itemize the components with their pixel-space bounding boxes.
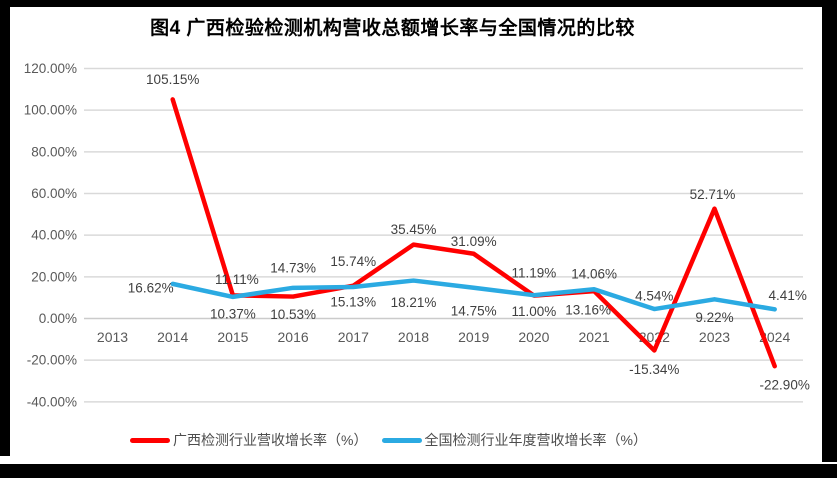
data-label-guangxi-2017: 15.74% bbox=[330, 254, 376, 269]
x-axis-tick-label: 2015 bbox=[217, 329, 248, 345]
data-label-guangxi-2024: -22.90% bbox=[760, 378, 810, 393]
frame-border-right bbox=[822, 0, 837, 462]
x-axis-tick-label: 2019 bbox=[458, 329, 489, 345]
y-axis-tick-label: 20.00% bbox=[31, 269, 77, 284]
data-label-national-2021: 14.06% bbox=[571, 267, 617, 282]
frame-border-bottom bbox=[0, 464, 837, 478]
legend-line-swatch-national bbox=[381, 437, 422, 443]
y-axis-tick-label: 60.00% bbox=[31, 186, 77, 201]
frame-border-left bbox=[0, 0, 10, 456]
data-label-national-2014: 16.62% bbox=[128, 280, 174, 295]
data-label-guangxi-2020: 11.00% bbox=[512, 304, 557, 319]
legend-label-guangxi: 广西检测行业营收增长率（%） bbox=[173, 432, 368, 448]
legend-label-national: 全国检测行业年度营收增长率（%） bbox=[424, 432, 647, 448]
x-axis-tick-label: 2014 bbox=[157, 329, 188, 345]
data-label-national-2022: 4.54% bbox=[635, 289, 673, 304]
data-label-guangxi-2023: 52.71% bbox=[690, 187, 736, 202]
frame-border-top bbox=[0, 0, 830, 7]
y-axis-tick-label: -40.00% bbox=[27, 394, 77, 409]
data-label-national-2023: 9.22% bbox=[695, 310, 733, 325]
data-label-guangxi-2016: 10.53% bbox=[270, 307, 316, 322]
data-label-guangxi-2022: -15.34% bbox=[629, 362, 679, 377]
x-axis-tick-label: 2016 bbox=[278, 329, 309, 345]
y-axis-tick-label: 120.00% bbox=[24, 61, 77, 76]
data-label-national-2020: 11.19% bbox=[512, 266, 557, 281]
x-axis-tick-label: 2013 bbox=[97, 329, 128, 345]
data-label-guangxi-2018: 35.45% bbox=[391, 222, 437, 237]
y-axis-tick-label: 100.00% bbox=[24, 103, 77, 118]
data-label-national-2024: 4.41% bbox=[769, 288, 807, 303]
legend-line-swatch-guangxi bbox=[130, 437, 171, 443]
data-label-national-2019: 14.75% bbox=[451, 303, 497, 318]
x-axis-tick-label: 2017 bbox=[338, 329, 369, 345]
data-label-guangxi-2019: 31.09% bbox=[451, 234, 497, 249]
chart-legend: 广西检测行业营收增长率（%） 全国检测行业年度营收增长率（%） bbox=[10, 430, 767, 450]
y-axis-tick-label: 0.00% bbox=[39, 311, 77, 326]
chart-title: 图4 广西检验检测机构营收总额增长率与全国情况的比较 bbox=[150, 18, 635, 39]
data-label-guangxi-2015: 11.11% bbox=[215, 272, 259, 287]
y-axis-tick-label: 40.00% bbox=[31, 228, 77, 243]
x-axis-tick-label: 2023 bbox=[699, 329, 730, 345]
series-line-guangxi bbox=[170, 97, 777, 369]
data-label-national-2015: 10.37% bbox=[210, 306, 256, 321]
x-axis-tick-label: 2021 bbox=[579, 329, 610, 345]
data-label-national-2016: 14.73% bbox=[270, 260, 316, 275]
legend-item-national: 全国检测行业年度营收增长率（%） bbox=[381, 430, 647, 450]
series-line-national bbox=[170, 278, 777, 312]
legend-item-guangxi: 广西检测行业营收增长率（%） bbox=[130, 430, 368, 450]
data-label-national-2018: 18.21% bbox=[391, 295, 437, 310]
data-label-national-2017: 15.13% bbox=[330, 294, 376, 309]
data-label-guangxi-2021: 13.16% bbox=[565, 303, 611, 318]
x-axis-tick-label: 2018 bbox=[398, 329, 429, 345]
x-axis-tick-label: 2020 bbox=[518, 329, 549, 345]
data-label-guangxi-2014: 105.15% bbox=[146, 72, 199, 87]
y-axis-tick-label: 80.00% bbox=[31, 144, 77, 159]
y-axis-tick-label: -20.00% bbox=[27, 353, 77, 368]
